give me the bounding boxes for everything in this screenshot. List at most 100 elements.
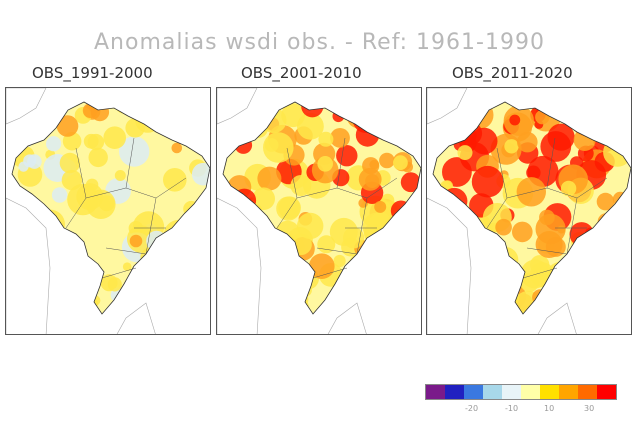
anomaly-blob — [28, 247, 44, 263]
anomaly-blob — [433, 129, 451, 147]
anomaly-blob — [485, 254, 504, 272]
anomaly-blob — [495, 218, 512, 236]
brazil-map-1 — [6, 88, 210, 334]
anomaly-blob — [246, 273, 256, 283]
anomaly-blob — [317, 156, 333, 172]
anomaly-blob — [434, 122, 449, 136]
anomaly-blob — [471, 237, 485, 250]
anomaly-blob — [594, 231, 622, 259]
anomaly-blob — [59, 152, 81, 174]
anomaly-blob — [155, 282, 184, 310]
anomaly-blob — [309, 253, 335, 279]
anomaly-blob — [12, 238, 28, 259]
state-border — [522, 267, 558, 279]
anomaly-blob — [478, 257, 495, 275]
anomaly-blob — [234, 136, 253, 154]
anomaly-blob — [615, 102, 628, 114]
panel-label-2: OBS_2001-2010 — [241, 64, 362, 82]
anomaly-blob — [265, 241, 281, 257]
anomaly-blob — [103, 126, 126, 149]
legend-tick: -10 — [505, 404, 519, 413]
anomaly-blob — [568, 270, 591, 293]
state-border — [105, 247, 147, 255]
anomaly-blob — [163, 168, 187, 192]
anomaly-blob — [183, 200, 200, 218]
anomaly-blob — [20, 271, 39, 291]
anomaly-blob — [331, 102, 346, 111]
legend-swatch — [521, 385, 540, 399]
anomaly-blob — [434, 291, 464, 314]
state-border — [496, 147, 508, 199]
anomaly-blob — [596, 192, 615, 211]
anomaly-blob — [491, 294, 504, 307]
anomaly-blob — [171, 108, 184, 121]
anomaly-blob — [140, 269, 172, 300]
anomaly-blob — [18, 161, 29, 172]
anomaly-blob — [393, 155, 408, 171]
anomaly-blob — [368, 246, 392, 269]
anomaly-blob — [178, 122, 199, 143]
anomaly-blob — [504, 139, 519, 154]
anomaly-blob — [392, 238, 416, 261]
state-border — [546, 137, 556, 189]
anomaly-blob — [330, 128, 350, 148]
anomaly-blob — [490, 291, 501, 302]
anomaly-blob — [349, 254, 369, 274]
anomaly-blob — [597, 213, 615, 230]
anomaly-blob — [606, 102, 627, 117]
state-border — [276, 187, 368, 229]
anomaly-blob — [560, 180, 577, 197]
anomaly-blob — [588, 293, 617, 314]
anomaly-blob — [318, 131, 334, 147]
anomaly-blob — [439, 304, 450, 314]
anomaly-blob — [68, 297, 93, 314]
panel-label-3: OBS_2011-2020 — [452, 64, 573, 82]
anomaly-blob — [12, 273, 36, 301]
anomaly-blob — [438, 267, 463, 291]
brazil-map-3 — [427, 88, 631, 334]
anomaly-blob — [500, 267, 520, 287]
state-border — [336, 137, 346, 189]
legend-tick: 30 — [584, 404, 595, 413]
state-border — [286, 147, 298, 199]
anomaly-blob — [35, 209, 65, 240]
anomaly-blob — [433, 280, 448, 297]
anomaly-blob — [285, 250, 296, 261]
anomaly-blob — [358, 167, 382, 191]
anomaly-blob — [371, 263, 392, 283]
anomaly-blob — [20, 230, 43, 253]
anomaly-blob — [119, 136, 150, 167]
anomaly-blob — [122, 262, 132, 271]
anomaly-blob — [173, 260, 205, 292]
anomaly-blob — [540, 131, 572, 162]
anomaly-blob — [600, 233, 615, 248]
anomaly-blob — [379, 152, 395, 169]
anomaly-blob — [334, 290, 363, 314]
anomaly-blob — [482, 288, 499, 305]
anomaly-blob — [368, 239, 391, 262]
anomaly-blob — [336, 145, 358, 167]
anomaly-blob — [471, 165, 504, 198]
anomaly-blob — [36, 233, 65, 263]
anomaly-blob — [581, 102, 600, 116]
anomaly-blob — [362, 243, 390, 271]
anomaly-blob — [240, 218, 250, 228]
anomaly-blob — [466, 102, 483, 116]
anomaly-blob — [468, 223, 480, 235]
anomaly-blob — [90, 102, 110, 122]
anomaly-blob — [492, 284, 506, 298]
anomaly-blob — [278, 196, 301, 219]
anomaly-blob — [87, 133, 105, 151]
anomaly-blob — [135, 272, 164, 301]
anomaly-blob — [125, 118, 145, 138]
legend-swatch — [502, 385, 521, 399]
anomaly-blob — [386, 231, 402, 247]
anomaly-blob — [457, 145, 473, 161]
anomaly-blob — [171, 142, 183, 154]
anomaly-blob — [51, 187, 68, 203]
anomaly-blob — [333, 254, 346, 268]
state-border — [366, 177, 398, 199]
panel-label-1: OBS_1991-2000 — [32, 64, 153, 82]
state-border — [312, 267, 348, 279]
anomaly-blob — [605, 130, 619, 143]
